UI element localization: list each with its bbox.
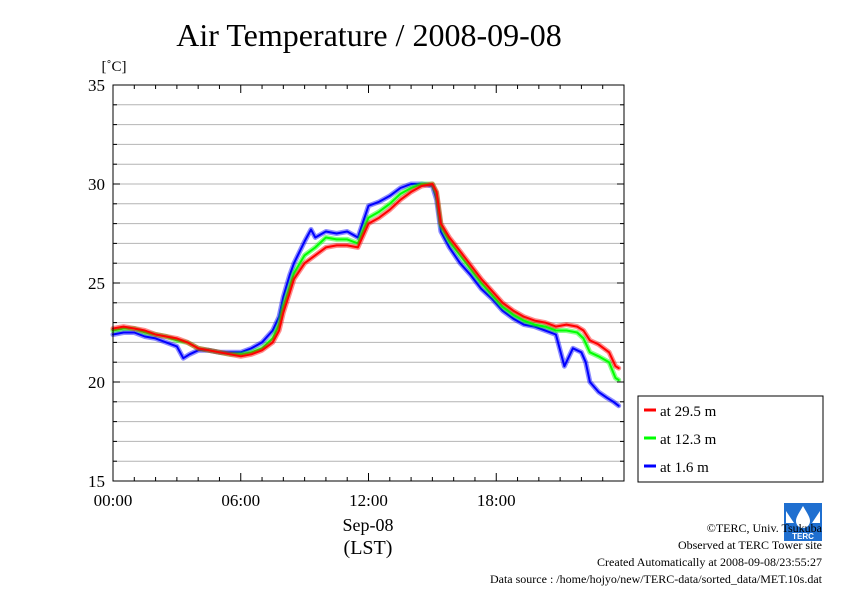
y-tick-label: 30 bbox=[88, 175, 105, 194]
y-tick-label: 35 bbox=[88, 76, 105, 95]
x-tick-labels: 00:00 06:00 12:00 18:00 bbox=[94, 491, 516, 510]
series-line bbox=[112, 183, 620, 370]
series-line-halo bbox=[110, 181, 622, 409]
x-axis-timezone-label: (LST) bbox=[344, 537, 393, 559]
chart-title: Air Temperature / 2008-09-08 bbox=[176, 17, 562, 53]
footer-created: Created Automatically at 2008-09-08/23:5… bbox=[597, 555, 822, 569]
y-tick-labels: 15 20 25 30 35 bbox=[88, 76, 105, 491]
legend-label: at 1.6 m bbox=[660, 460, 709, 476]
x-axis-date-label: Sep-08 bbox=[343, 515, 394, 535]
x-tick-label: 12:00 bbox=[349, 491, 388, 510]
footer-source: Data source : /home/hojyo/new/TERC-data/… bbox=[489, 572, 822, 586]
grid-lines bbox=[113, 104, 624, 462]
y-axis-unit-label: [˚C] bbox=[102, 59, 127, 75]
legend-box bbox=[637, 395, 824, 483]
series-line bbox=[112, 183, 620, 407]
y-tick-label: 20 bbox=[88, 373, 105, 392]
footer-copyright: ©TERC, Univ. Tsukuba bbox=[706, 521, 822, 535]
axis-ticks bbox=[112, 84, 625, 482]
legend: at 29.5 m at 12.3 m at 1.6 m bbox=[637, 395, 824, 483]
x-tick-label: 06:00 bbox=[221, 491, 260, 510]
x-tick-label: 00:00 bbox=[94, 491, 133, 510]
terc-logo-text: TERC bbox=[792, 532, 814, 541]
x-tick-label: 18:00 bbox=[477, 491, 516, 510]
series-layer bbox=[110, 181, 622, 409]
terc-logo: TERC bbox=[784, 503, 822, 541]
footer-observed: Observed at TERC Tower site bbox=[677, 538, 822, 552]
legend-label: at 29.5 m bbox=[660, 404, 717, 420]
y-tick-label: 15 bbox=[88, 472, 105, 491]
y-tick-label: 25 bbox=[88, 274, 105, 293]
legend-label: at 12.3 m bbox=[660, 432, 717, 448]
